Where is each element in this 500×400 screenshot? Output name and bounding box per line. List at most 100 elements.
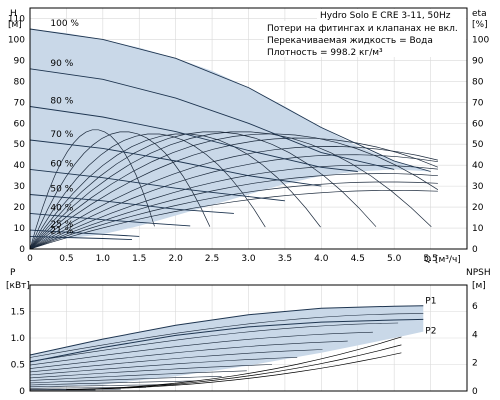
power-curves	[29, 305, 424, 391]
power-labels: P1 P2	[425, 297, 436, 337]
p-tick-label: 0.5	[11, 361, 25, 371]
speed-label: 90 %	[50, 59, 73, 69]
speed-label: 60 %	[50, 159, 73, 169]
h-tick-label: 70	[14, 98, 26, 108]
eta-tick-label: 40	[472, 161, 484, 171]
speed-label: 21 %	[50, 226, 73, 236]
power-curve	[29, 318, 424, 363]
eta-tick-label: 30	[472, 182, 484, 192]
head-curves	[29, 28, 431, 241]
q-tick-label: 2.0	[169, 254, 184, 264]
h-axis-unit: [м]	[8, 20, 22, 30]
p-axis-label: P	[10, 268, 16, 278]
h-tick-label: 60	[14, 119, 26, 129]
power-speed-curve	[29, 331, 373, 366]
q-tick-label: 4.5	[351, 254, 365, 264]
speed-labels: 100 % 90 % 80 % 70 % 60 % 50 % 40 % 25 %21 %	[50, 19, 79, 236]
npsh-axis-unit: [м]	[472, 281, 486, 291]
efficiency-curve	[29, 129, 155, 250]
eta-tick-label: 0	[472, 245, 478, 255]
q-tick-label: 0.5	[59, 254, 73, 264]
q-tick-label: 5.0	[387, 254, 402, 264]
power-speed-curve	[29, 384, 172, 388]
head-curve	[29, 229, 140, 237]
q-tick-label: 5.5	[423, 254, 437, 264]
eta-axis-label: eta	[472, 9, 487, 19]
efficiency-curve	[29, 189, 438, 250]
power-operating-area	[30, 305, 424, 389]
q-axis-label: Q	[424, 255, 431, 265]
h-tick-label: 20	[14, 203, 26, 213]
head-plot-frame	[29, 7, 468, 250]
speed-label: 50 %	[50, 185, 73, 195]
q-tick-label: 0	[27, 254, 33, 264]
efficiency-curve	[29, 164, 438, 250]
p-axis-unit: [кВт]	[6, 281, 30, 291]
npsh-axis-label: NPSH	[466, 268, 491, 278]
power-curve-label: P2	[425, 326, 436, 336]
power-curve-label: P1	[425, 297, 436, 307]
note-liquid: Перекачиваемая жидкость = Вода	[267, 36, 433, 46]
power-speed-curve	[29, 340, 348, 369]
npsh-tick-label: 6	[472, 302, 478, 312]
q-tick-label: 3.5	[278, 254, 292, 264]
efficiency-curve	[29, 131, 432, 250]
efficiency-curve	[29, 181, 438, 250]
p-axis-ticks: 0 0.5 1.0 1.5	[11, 308, 26, 398]
power-panel: 0 0.5 1.0 1.5 0 2 4 6 P [кВт] NPSH [м] P1 P2	[6, 268, 491, 397]
eta-tick-label: 100	[472, 35, 489, 45]
h-tick-label: 100	[8, 35, 25, 45]
efficiency-curve	[29, 133, 439, 250]
npsh-axis-ticks: 0 2 4 6	[472, 302, 478, 397]
q-tick-label: 1.0	[96, 254, 111, 264]
efficiency-curve	[29, 131, 377, 250]
power-plot-frame	[29, 284, 468, 392]
eta-tick-label: 80	[472, 77, 484, 87]
power-speed-curve	[29, 322, 399, 362]
q-tick-label: 4.0	[314, 254, 329, 264]
head-curve	[29, 106, 358, 172]
q-axis-unit: [м³/ч]	[435, 255, 461, 265]
npsh-tick-label: 0	[472, 387, 478, 397]
speed-label: 100 %	[50, 19, 79, 29]
power-speed-curve	[29, 380, 197, 386]
h-tick-label: 40	[14, 161, 26, 171]
head-curve	[29, 68, 395, 170]
head-panel: 0 0.5 1.0 1.5 2.0 2.5 3.0 3.5 4.0 4.5 5.0 5.5 0 10 20…	[8, 7, 489, 265]
npsh-curve	[66, 352, 402, 391]
speed-label: 25 %	[50, 220, 73, 230]
eta-tick-label: 50	[472, 140, 484, 150]
efficiency-curves	[29, 129, 439, 250]
h-tick-label: 90	[14, 56, 26, 66]
efficiency-curve	[29, 173, 438, 250]
h-tick-label: 10	[14, 224, 26, 234]
efficiency-curve	[29, 154, 438, 250]
power-speed-curve	[29, 357, 298, 376]
h-tick-label: 30	[14, 182, 26, 192]
note-density: Плотность = 998.2 кг/м³	[267, 48, 383, 58]
npsh-tick-label: 2	[472, 359, 478, 369]
h-axis-ticks: 0 10 20 30 40 50 60 70 80 90 100 110	[8, 14, 25, 255]
eta-tick-label: 10	[472, 224, 484, 234]
speed-label: 80 %	[50, 96, 73, 106]
p-tick-label: 0	[19, 387, 25, 397]
power-speed-curve	[29, 364, 273, 379]
npsh-tick-label: 4	[472, 330, 478, 340]
eta-tick-label: 60	[472, 119, 484, 129]
power-speed-curve	[29, 313, 424, 358]
chart-title: Hydro Solo E CRE 3-11, 50Hz	[320, 11, 451, 21]
chart-title-box	[317, 9, 466, 21]
note-fittings: Потери на фитингах и клапанах не вкл.	[267, 24, 458, 34]
head-curve	[29, 235, 133, 241]
eta-tick-label: 70	[472, 98, 484, 108]
power-speed-curve	[29, 370, 247, 381]
q-axis-ticks: 0 0.5 1.0 1.5 2.0 2.5 3.0 3.5 4.0 4.5 5.0 5.5	[27, 254, 438, 264]
head-shaded-region	[30, 29, 431, 243]
power-curve	[29, 305, 424, 356]
head-operating-area	[30, 29, 431, 243]
eta-tick-label: 90	[472, 56, 484, 66]
p-tick-label: 1.0	[11, 334, 26, 344]
efficiency-curve	[29, 146, 438, 250]
efficiency-curve	[29, 133, 266, 250]
